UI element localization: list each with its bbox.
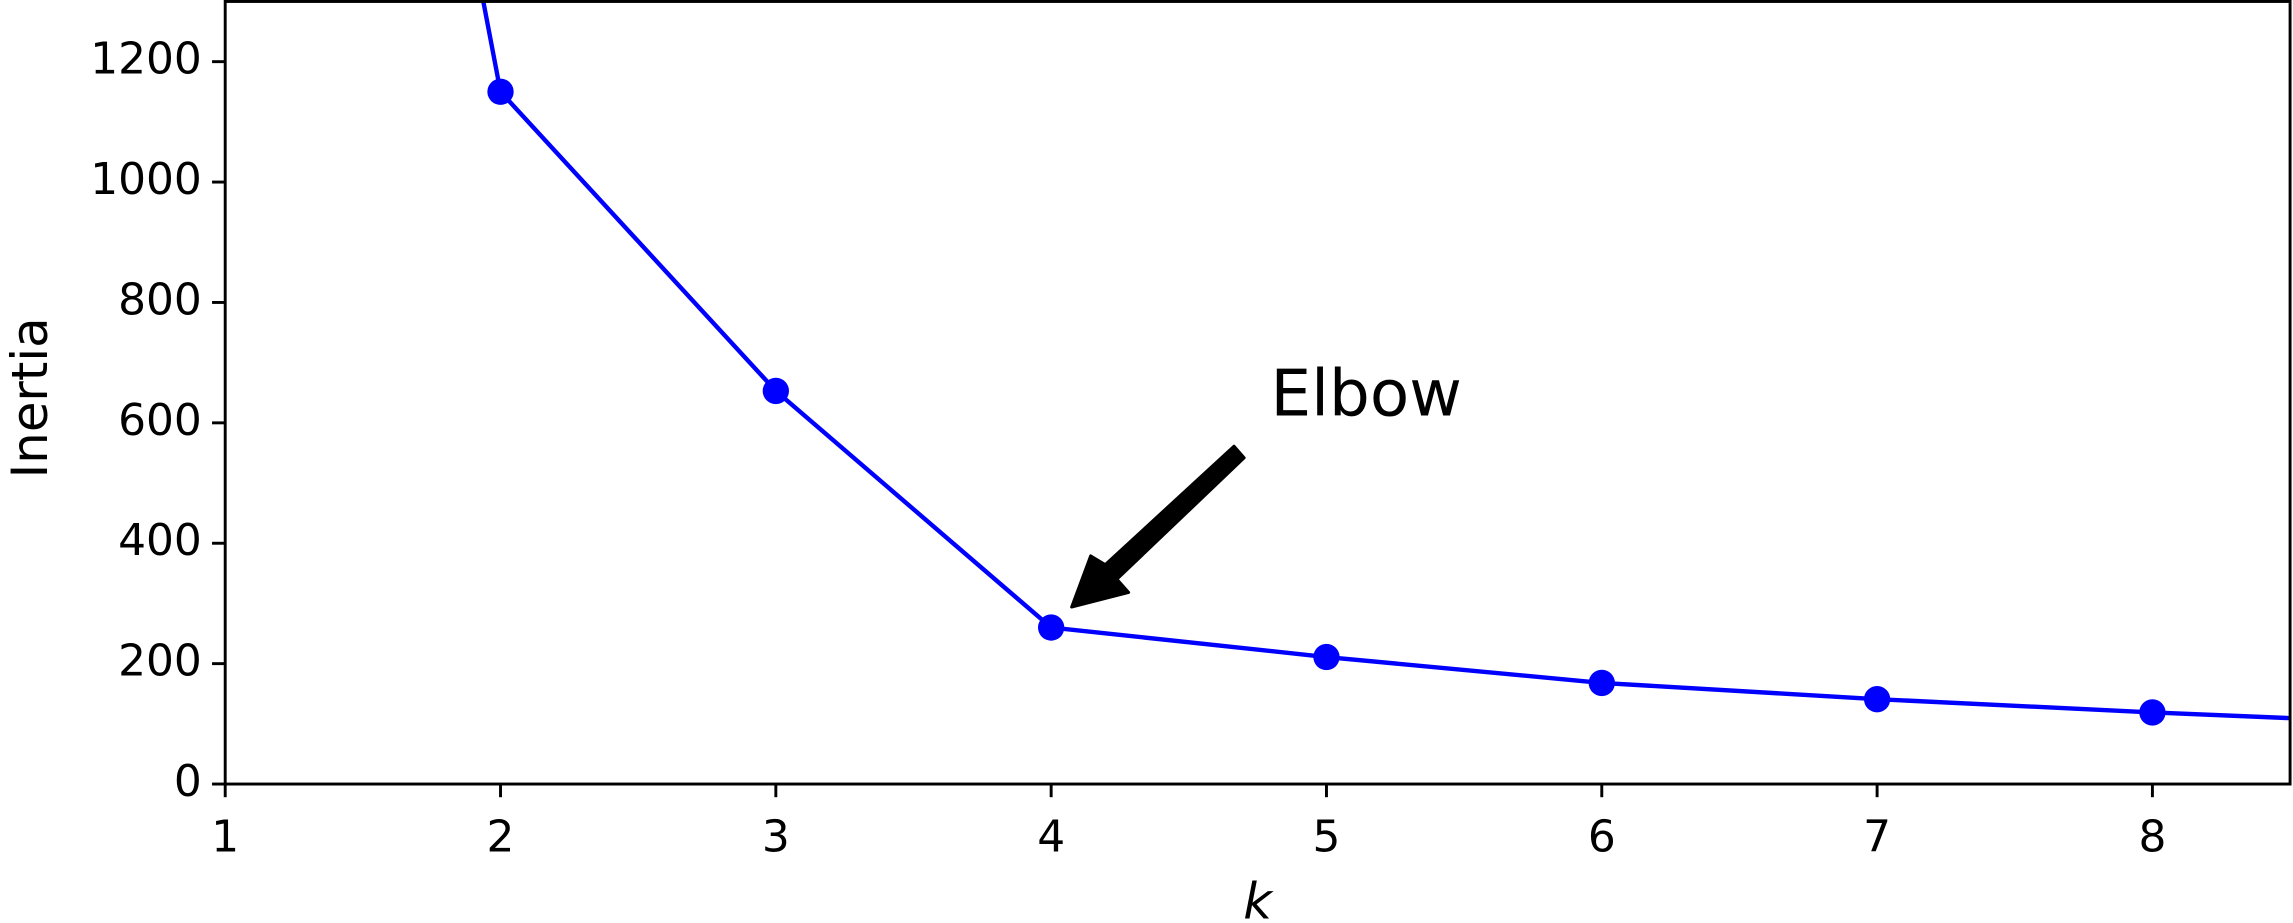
y-tick-label: 800 [118,274,202,325]
x-tick-label: 8 [2138,811,2166,862]
plot-area [481,1,2291,726]
axes-frame [223,0,2292,786]
annotation-text: Elbow [1271,356,1462,431]
marker [1037,614,1065,641]
marker [1863,685,1891,713]
y-tick-label: 600 [118,395,202,446]
y-axis-label: Inertia [1,317,59,478]
y-tick-label: 1200 [90,34,202,85]
annotation-arrow [1070,444,1246,609]
marker [2139,699,2166,726]
y-tick-label: 200 [118,636,202,687]
marker [487,78,514,105]
x-tick-label: 1 [211,811,239,862]
x-tick-label: 6 [1588,811,1616,862]
y-tick-label: 1000 [90,154,202,205]
marker [1588,669,1615,697]
x-tick-label: 5 [1313,811,1341,862]
x-tick-label: 7 [1863,811,1891,862]
x-tick-label: 2 [487,811,515,862]
y-tick-label: 400 [118,515,202,566]
x-tick-label: 4 [1037,811,1065,862]
marker [1313,643,1340,671]
y-tick-label: 0 [174,756,202,807]
x-tick-label: 3 [762,811,790,862]
line [481,1,2291,721]
marker [762,377,789,405]
x-axis-label: k [1243,873,1274,923]
